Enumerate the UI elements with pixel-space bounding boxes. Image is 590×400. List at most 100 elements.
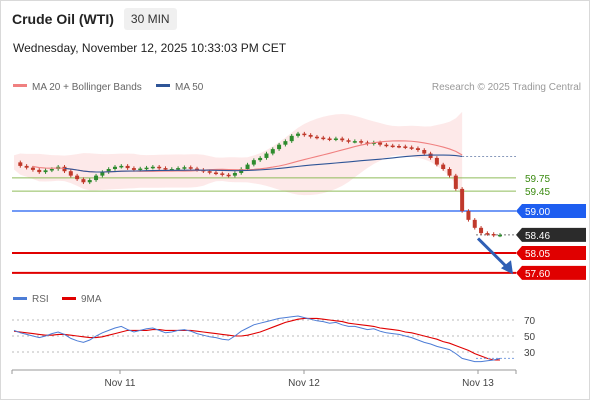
candle [308,133,313,139]
candle [466,209,471,222]
level-58-05-tag [516,246,586,260]
x-tick-label: Nov 13 [462,378,494,389]
candle [327,136,332,142]
rsi-tick-30: 30 [524,348,536,359]
rsi-line [13,315,501,363]
candle [226,172,231,178]
candle [24,164,29,170]
candle [119,164,124,169]
timestamp: Wednesday, November 12, 2025 10:33:03 PM… [13,41,287,55]
candle [460,187,465,213]
level-59-45-label: 59.45 [525,187,550,198]
candle [213,170,218,176]
ma9-legend-label: 9MA [81,294,102,305]
rsi-tick-50: 50 [524,332,536,343]
candle [270,147,275,156]
level-59-75-label: 59.75 [525,174,550,185]
candle [62,165,67,173]
candle [157,165,162,170]
ma50-line [64,154,463,173]
candle [289,134,294,143]
level-58-46-tag [516,227,586,242]
candle [428,151,433,160]
candle [112,165,117,171]
candle [352,139,357,144]
candle [479,226,484,235]
candle [277,142,282,151]
ma50-legend-label: MA 50 [175,82,204,93]
candle [106,167,111,174]
candle [251,158,256,167]
interval-badge[interactable]: 30 MIN [123,8,177,30]
rsi-panel: 70 50 30 [12,315,536,363]
candle [472,218,477,230]
ma20-legend-label: MA 20 + Bollinger Bands [32,82,142,93]
level-59-00-label: 59.00 [525,207,550,218]
rsi-legend-label: RSI [32,294,49,305]
candle [43,168,48,174]
moving-averages [32,140,516,173]
chart-header: Crude Oil (WTI) 30 MIN [12,8,177,30]
candle [397,144,402,149]
candle [296,131,301,138]
candle [258,156,263,162]
candle [302,131,307,137]
rsi-ma9-line [13,317,500,361]
level-59-00-tag [516,204,586,218]
level-58-46-label: 58.46 [525,231,550,242]
candle [87,178,92,185]
candle [321,135,326,141]
candle [491,232,496,238]
candle [403,144,408,150]
candle [346,138,351,144]
credit-text: Research © 2025 Trading Central [432,82,581,93]
candle [68,169,73,178]
candle [384,142,389,148]
instrument-title: Crude Oil (WTI) [12,11,114,27]
candle [409,145,414,150]
price-levels: 59.75 59.45 59.00 58.46 58.05 57.60 [12,174,586,280]
candle [485,231,490,236]
candle [94,173,99,182]
candle [283,139,288,147]
candle [81,177,86,185]
ma9-legend-swatch [62,297,76,300]
candle [333,136,338,142]
candle [498,233,502,238]
candle [37,168,42,174]
ma20-legend-swatch [13,84,27,87]
candle [150,165,155,170]
candle [144,165,149,171]
ma50-legend-swatch [156,84,170,87]
candle [232,171,237,178]
candle [422,148,427,156]
candle [415,146,420,152]
candle [434,156,439,167]
level-57-60-tag [516,265,586,280]
x-tick-label: Nov 12 [288,378,320,389]
rsi-tick-70: 70 [524,316,536,327]
candle [453,173,458,191]
level-58-05-label: 58.05 [525,249,550,260]
x-tick-label: Nov 11 [105,378,136,389]
time-axis-ticks: Nov 11 Nov 12 Nov 13 [11,370,517,389]
candle [264,151,269,160]
candle [182,165,187,170]
candle [220,171,225,177]
candle [314,134,319,140]
candle [75,173,80,181]
candle [340,136,345,143]
candle [125,164,130,170]
candle [390,143,395,148]
forecast-arrow [476,237,513,275]
forecast-arrow-shaft [476,237,512,272]
candle [359,139,364,145]
bollinger-band-area [14,111,463,199]
rsi-legend-swatch [13,297,27,300]
candle [188,165,193,171]
candle [18,160,23,168]
bollinger-bands [14,111,463,199]
forecast-arrow-head [501,260,513,275]
candle [447,167,452,178]
